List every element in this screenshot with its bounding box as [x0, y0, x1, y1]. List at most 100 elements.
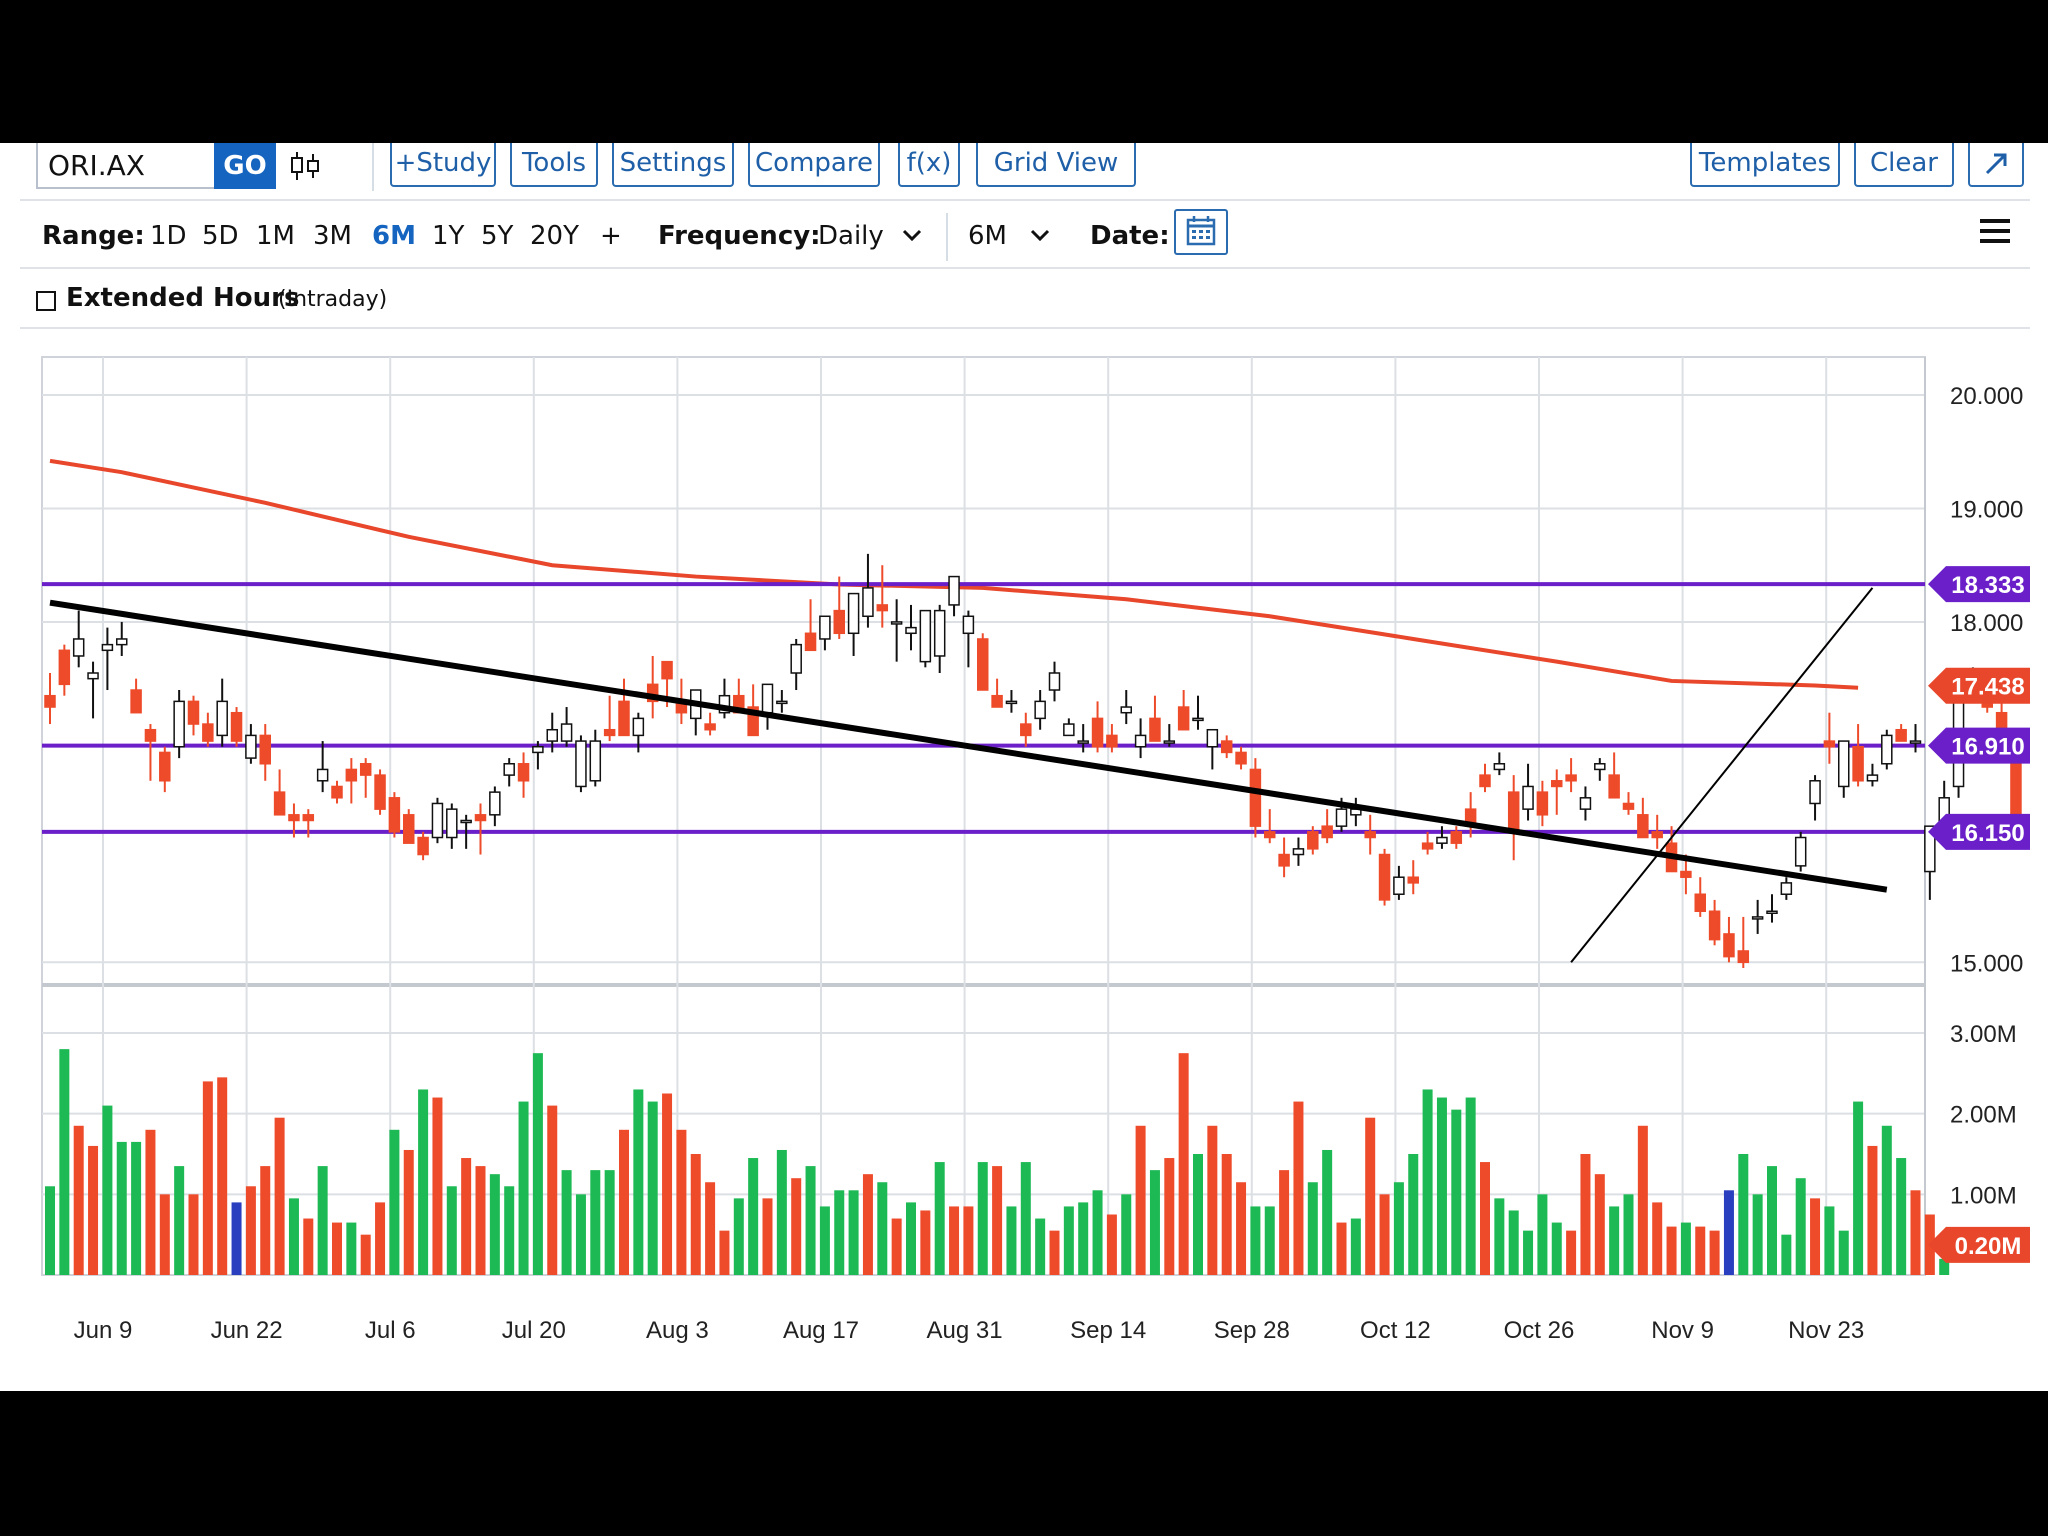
candle-body	[1479, 774, 1491, 788]
extended-hours-checkbox[interactable]	[36, 291, 56, 311]
candle	[216, 678, 228, 747]
volume-bar	[245, 1186, 256, 1275]
candle-body	[1120, 706, 1132, 714]
volume-callout: 0.20M	[1928, 1226, 2030, 1263]
candle	[417, 831, 429, 861]
symbol-input[interactable]	[36, 143, 216, 189]
volume-bar	[633, 1089, 644, 1275]
volume-bar	[174, 1166, 185, 1275]
x-tick-label: Sep 14	[1070, 1317, 1146, 1344]
candle	[446, 803, 458, 849]
candle-body	[159, 751, 171, 782]
candle	[1106, 724, 1118, 753]
volume-bar	[906, 1202, 916, 1275]
calendar-button[interactable]	[1174, 209, 1228, 255]
candle-body	[790, 643, 802, 674]
settings-button[interactable]: Settings	[612, 143, 734, 187]
callout-tag-label: 18.333	[1951, 572, 2024, 599]
volume-bar	[791, 1178, 802, 1275]
candle	[977, 633, 989, 691]
volume-bar	[303, 1218, 314, 1275]
range-20y[interactable]: 20Y	[530, 221, 579, 251]
volume-bar	[1594, 1174, 1605, 1275]
range-1y[interactable]: 1Y	[432, 221, 465, 251]
range-6m[interactable]: 6M	[372, 221, 416, 251]
volume-bar	[59, 1049, 70, 1275]
templates-button[interactable]: Templates	[1690, 143, 1840, 187]
volume-bar	[949, 1206, 960, 1275]
candle-body	[632, 717, 645, 737]
candlestick-type-icon[interactable]	[288, 149, 322, 183]
fx-button[interactable]: f(x)	[898, 143, 960, 187]
volume-bar	[1910, 1190, 1921, 1275]
candle-body	[273, 791, 286, 816]
grid-view-button[interactable]: Grid View	[976, 143, 1136, 187]
divider	[20, 267, 2030, 269]
price-chart[interactable]: Jun 9 Jun 22 Jul 6 Jul 20 Aug 3 Aug 17 Aug 31 S…	[0, 143, 2048, 1391]
candle	[948, 575, 960, 617]
clear-button[interactable]: Clear	[1854, 143, 1954, 187]
candle	[374, 769, 386, 815]
calendar-icon	[1186, 216, 1216, 246]
candle-body	[618, 700, 630, 737]
candle	[1307, 826, 1319, 855]
candle-body	[1608, 774, 1620, 799]
candle	[1321, 809, 1333, 844]
volume-bar	[1494, 1198, 1505, 1275]
candle	[1866, 763, 1879, 787]
chevron-down-icon[interactable]	[900, 225, 924, 245]
candle	[1794, 831, 1807, 872]
candle	[1091, 701, 1104, 753]
menu-icon[interactable]	[1980, 217, 2010, 245]
volume-bar	[1781, 1234, 1792, 1275]
volume-bar	[274, 1117, 285, 1275]
candle	[173, 690, 185, 759]
candle	[1120, 690, 1132, 725]
callout-tag-label: 16.910	[1951, 734, 2024, 761]
candle	[1766, 894, 1778, 923]
divider	[20, 327, 2030, 329]
frequency-select[interactable]: Daily	[818, 221, 884, 251]
candle	[1895, 724, 1907, 742]
range-1d[interactable]: 1D	[150, 221, 187, 251]
period-select[interactable]: 6M	[968, 221, 1007, 251]
range-5y[interactable]: 5Y	[481, 221, 514, 251]
volume-bar	[575, 1194, 586, 1275]
range-1m[interactable]: 1M	[256, 221, 295, 251]
candle	[790, 638, 802, 691]
candle-body	[1407, 876, 1419, 884]
candle-body	[991, 694, 1003, 708]
expand-button[interactable]	[1968, 143, 2024, 187]
volume-bar	[590, 1170, 601, 1275]
candle	[1622, 792, 1635, 815]
candle-body	[1852, 745, 1864, 782]
volume-bar	[1652, 1202, 1663, 1275]
candle-body	[1924, 825, 1936, 873]
compare-button[interactable]: Compare	[748, 143, 880, 187]
volume-bar	[1307, 1182, 1318, 1275]
y-tick-label: 20.000	[1950, 383, 2023, 410]
candle	[876, 565, 889, 628]
volume-bar	[1322, 1149, 1333, 1275]
candle-body	[1794, 836, 1807, 867]
volume-bar	[217, 1077, 228, 1275]
go-button[interactable]: GO	[214, 143, 276, 189]
candle-body	[1579, 797, 1592, 810]
volume-bar	[1881, 1125, 1892, 1275]
volume-bar	[403, 1149, 414, 1275]
candle-body	[1335, 808, 1348, 827]
volume-bar	[1551, 1222, 1562, 1275]
candle-body	[1651, 831, 1663, 839]
plot-frame	[41, 356, 1926, 1276]
candle-body	[905, 626, 917, 635]
chevron-down-icon[interactable]	[1028, 225, 1052, 245]
candle	[1034, 690, 1046, 730]
candle-body	[374, 774, 386, 810]
study-button[interactable]: +Study	[390, 143, 496, 187]
range-custom[interactable]: +	[600, 221, 622, 251]
tools-button[interactable]: Tools	[510, 143, 598, 187]
candle	[546, 712, 558, 753]
volume-bar	[1164, 1158, 1175, 1275]
range-5d[interactable]: 5D	[202, 221, 239, 251]
range-3m[interactable]: 3M	[313, 221, 352, 251]
